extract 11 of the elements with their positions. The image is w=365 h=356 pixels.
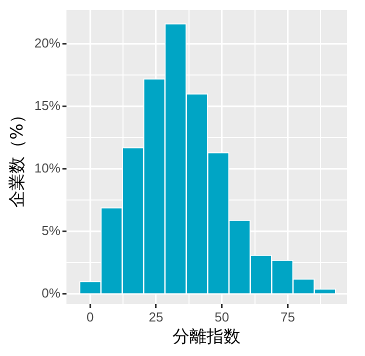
x-tick-label: 25 [148,309,164,324]
y-tick-label: 0% [42,286,61,301]
x-tick-label: 0 [86,309,94,324]
y-tick-label: 20% [34,35,61,50]
y-axis-title: 企業数（%） [8,106,28,208]
y-tick-label: 15% [34,98,61,113]
x-tick-label: 75 [280,309,295,324]
x-axis-title: 分離指数 [172,327,241,348]
x-tick-label: 50 [214,309,230,324]
y-tick-label: 10% [34,160,61,176]
y-tick-label: 5% [42,223,61,238]
